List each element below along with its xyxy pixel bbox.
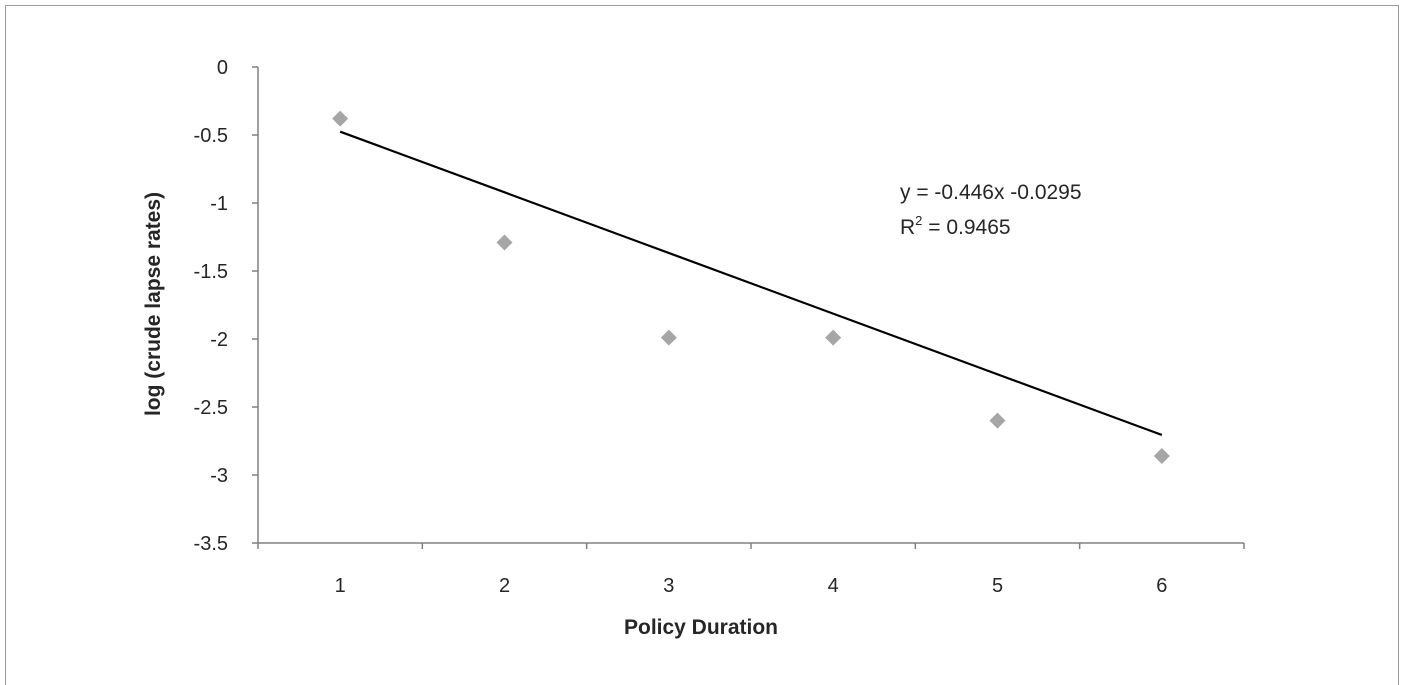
x-tick-label: 2 xyxy=(499,575,510,597)
y-tick-label: -2.5 xyxy=(194,397,228,419)
data-point xyxy=(496,234,513,251)
data-point xyxy=(1153,447,1170,464)
y-tick-label: -0.5 xyxy=(194,125,228,147)
r-squared-label: R2 = 0.9465 xyxy=(900,213,1011,239)
y-axis-title: log (crude lapse rates) xyxy=(142,192,165,416)
y-tick-label: -1.5 xyxy=(194,261,228,283)
data-point xyxy=(332,110,349,127)
y-tick-label: -1 xyxy=(210,193,228,215)
data-point xyxy=(660,329,677,346)
data-point xyxy=(825,329,842,346)
chart-frame xyxy=(5,5,1399,685)
x-axis-title: Policy Duration xyxy=(624,616,778,639)
y-tick-label: -3.5 xyxy=(194,533,228,555)
y-tick-label: -3 xyxy=(210,465,228,487)
r-squared-superscript: 2 xyxy=(915,213,922,228)
x-axis: 1 2 3 4 5 6 xyxy=(257,542,1245,597)
trendline xyxy=(339,130,1163,436)
x-tick-label: 1 xyxy=(335,575,346,597)
trendline-layer xyxy=(339,130,1163,436)
x-tick-label: 6 xyxy=(1156,575,1167,597)
x-tick-label: 4 xyxy=(828,575,839,597)
data-point xyxy=(989,412,1006,429)
trendline-equation: y = -0.446x -0.0295 xyxy=(900,181,1082,204)
data-points xyxy=(332,110,1170,464)
y-tick-label: 0 xyxy=(217,57,228,79)
y-tick-label: -2 xyxy=(210,329,228,351)
y-axis: 0 -0.5 -1 -1.5 -2 -2.5 -3 -3.5 xyxy=(194,57,259,555)
x-tick-label: 5 xyxy=(992,575,1003,597)
x-tick-label: 3 xyxy=(663,575,674,597)
